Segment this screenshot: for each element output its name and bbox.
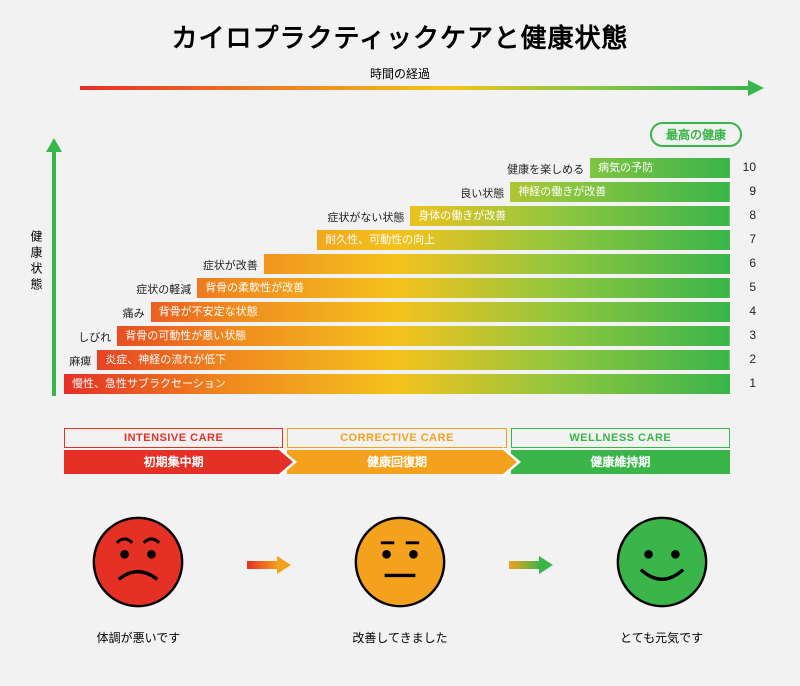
bar-lead-label: 痛み [123, 305, 145, 321]
bar-number: 2 [749, 352, 756, 366]
bar-lead-label: 症状がない状態 [327, 209, 404, 225]
chart-bar: 炎症、神経の流れが低下 [97, 350, 730, 370]
chart-bar-row: 良い状態神経の働きが改善9 [64, 182, 730, 204]
chart-bar: 背骨の可動性が悪い状態 [117, 326, 730, 346]
bar-number: 1 [749, 376, 756, 390]
chart-bar: 耐久性、可動性の向上 [317, 230, 730, 250]
transition-arrow-icon [247, 556, 291, 574]
health-step-chart: 健康状態 慢性、急性サブラクセーション1麻痺炎症、神経の流れが低下2しびれ背骨の… [30, 150, 760, 420]
bar-lead-label: 症状の軽減 [136, 281, 191, 297]
phase-label-jp: 初期集中期 [64, 450, 283, 474]
care-phase: INTENSIVE CARE初期集中期 [64, 428, 283, 476]
face-caption: 体調が悪いです [97, 629, 181, 646]
bar-number: 5 [749, 280, 756, 294]
care-phase: WELLNESS CARE健康維持期 [511, 428, 730, 476]
best-health-badge: 最高の健康 [650, 122, 742, 147]
bar-number: 9 [749, 184, 756, 198]
face-caption: とても元気です [620, 629, 703, 646]
bar-number: 7 [749, 232, 756, 246]
sad-face-icon [90, 514, 186, 615]
mood-face: 体調が悪いです [90, 514, 186, 646]
chart-bar [264, 254, 730, 274]
page-title: カイロプラクティックケアと健康状態 [0, 0, 800, 55]
care-phase-bands: INTENSIVE CARE初期集中期CORRECTIVE CARE健康回復期W… [64, 428, 730, 476]
bar-lead-label: 麻痺 [69, 353, 91, 369]
bar-number: 10 [743, 160, 756, 174]
chart-bar-row: 健康を楽しめる病気の予防10 [64, 158, 730, 180]
phase-label-jp: 健康回復期 [287, 450, 506, 474]
chart-bar-row: 麻痺炎症、神経の流れが低下2 [64, 350, 730, 372]
chart-bar-row: 慢性、急性サブラクセーション1 [64, 374, 730, 396]
mood-face: 改善してきました [352, 514, 448, 646]
phase-label-en: INTENSIVE CARE [64, 428, 283, 448]
chart-bar-row: 症状が改善6 [64, 254, 730, 276]
bar-number: 4 [749, 304, 756, 318]
mood-face: とても元気です [614, 514, 710, 646]
chart-bar: 慢性、急性サブラクセーション [64, 374, 730, 394]
bar-number: 8 [749, 208, 756, 222]
chart-bar: 背骨の柔軟性が改善 [197, 278, 730, 298]
chart-bar: 背骨が不安定な状態 [151, 302, 730, 322]
chart-bar-row: 症状がない状態身体の働きが改善8 [64, 206, 730, 228]
chart-bar-row: 痛み背骨が不安定な状態4 [64, 302, 730, 324]
chart-bar-row: しびれ背骨の可動性が悪い状態3 [64, 326, 730, 348]
care-phase: CORRECTIVE CARE健康回復期 [287, 428, 506, 476]
chart-bar-row: 耐久性、可動性の向上7 [64, 230, 730, 252]
bar-lead-label: 症状が改善 [203, 257, 258, 273]
bar-lead-label: しびれ [78, 329, 111, 345]
bar-lead-label: 健康を楽しめる [507, 161, 584, 177]
time-axis-arrow [80, 86, 750, 100]
mood-faces-row: 体調が悪いです 改善してきました とても元気です [60, 495, 740, 665]
chart-bar: 病気の予防 [590, 158, 730, 178]
happy-face-icon [614, 514, 710, 615]
phase-label-en: WELLNESS CARE [511, 428, 730, 448]
y-axis-arrow [52, 150, 56, 396]
chart-bar: 身体の働きが改善 [410, 206, 730, 226]
neutral-face-icon [352, 514, 448, 615]
chart-bar-row: 症状の軽減背骨の柔軟性が改善5 [64, 278, 730, 300]
face-caption: 改善してきました [352, 629, 447, 646]
phase-label-en: CORRECTIVE CARE [287, 428, 506, 448]
phase-label-jp: 健康維持期 [511, 450, 730, 474]
time-axis-label: 時間の経過 [0, 65, 800, 82]
bar-number: 6 [749, 256, 756, 270]
bar-number: 3 [749, 328, 756, 342]
bar-lead-label: 良い状態 [460, 185, 504, 201]
transition-arrow-icon [509, 556, 553, 574]
y-axis-label: 健康状態 [28, 230, 45, 294]
chart-bar: 神経の働きが改善 [510, 182, 730, 202]
